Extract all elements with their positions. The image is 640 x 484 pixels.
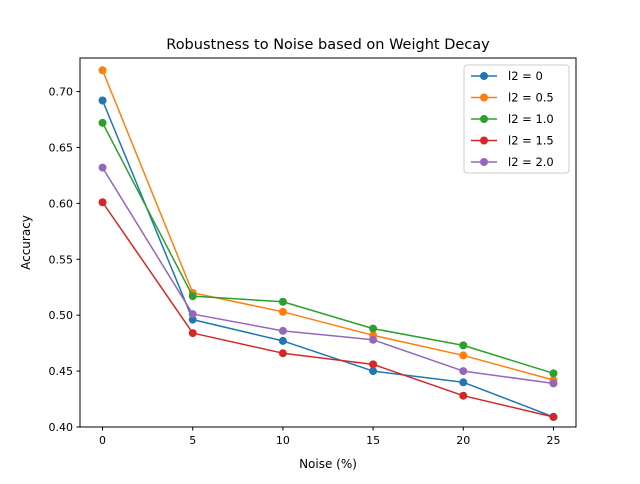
data-point (369, 335, 378, 344)
series-line (101, 201, 555, 418)
legend-swatch-marker (480, 72, 488, 80)
x-tick-label: 20 (456, 434, 470, 447)
y-axis-label: Accuracy (19, 215, 33, 270)
y-axis-ticks: 0.40 0.45 0.50 0.55 0.60 0.65 0.70 (49, 86, 80, 434)
y-tick-label: 0.50 (49, 309, 74, 322)
legend-item: l2 = 1.5 (471, 134, 554, 148)
data-point (369, 367, 378, 376)
data-point (459, 391, 468, 400)
data-point (278, 297, 287, 306)
x-tick-label: 10 (276, 434, 290, 447)
data-point (188, 329, 197, 338)
data-point (459, 341, 468, 350)
legend-label: l2 = 1.0 (508, 112, 554, 126)
chart-title: Robustness to Noise based on Weight Deca… (166, 37, 490, 53)
data-point (278, 349, 287, 358)
data-point (369, 360, 378, 369)
legend-label: l2 = 0 (508, 69, 543, 83)
y-tick-label: 0.45 (49, 365, 74, 378)
y-tick-label: 0.65 (49, 141, 74, 154)
x-axis-label: Noise (%) (299, 457, 357, 471)
data-point (278, 307, 287, 316)
data-point (98, 163, 107, 172)
x-tick-label: 25 (546, 434, 560, 447)
legend-item: l2 = 2.0 (471, 155, 554, 169)
series-line (101, 69, 555, 381)
data-point (278, 326, 287, 335)
legend-label: l2 = 1.5 (508, 134, 554, 148)
legend-label: l2 = 0.5 (508, 91, 554, 105)
data-point (98, 198, 107, 207)
x-tick-label: 15 (366, 434, 380, 447)
series-line (101, 166, 555, 385)
legend-items: l2 = 0 l2 = 0.5 l2 = 1.0 l2 = 1.5 l2 = 2.0 (471, 69, 554, 169)
legend-swatch-marker (480, 93, 488, 102)
x-axis-ticks: 0 5 10 15 20 25 (99, 427, 560, 447)
series-3 (98, 198, 558, 421)
legend-label: l2 = 2.0 (508, 155, 554, 169)
legend-swatch-marker (480, 158, 488, 166)
data-point (98, 96, 107, 105)
x-tick-label: 5 (189, 434, 196, 447)
series-layer (98, 66, 558, 421)
data-point (278, 336, 287, 345)
data-point (369, 324, 378, 333)
legend-swatch-marker (480, 115, 488, 123)
data-point (549, 379, 558, 388)
legend-item: l2 = 0 (471, 69, 543, 83)
series-2 (98, 118, 558, 378)
data-point (98, 118, 107, 127)
legend-swatch-marker (480, 136, 488, 145)
data-point (98, 66, 107, 75)
data-point (549, 412, 558, 421)
data-point (188, 292, 197, 301)
data-point (188, 310, 197, 319)
y-tick-label: 0.55 (49, 253, 74, 266)
data-point (188, 315, 197, 324)
y-tick-label: 0.40 (49, 421, 74, 434)
data-point (459, 378, 468, 387)
series-line (101, 99, 555, 418)
series-line (101, 121, 555, 375)
x-tick-label: 0 (99, 434, 106, 447)
legend-item: l2 = 1.0 (471, 112, 554, 126)
legend-box (463, 64, 570, 174)
data-point (549, 369, 558, 378)
legend-item: l2 = 0.5 (471, 91, 554, 105)
data-point (459, 351, 468, 360)
series-4 (98, 163, 558, 388)
y-tick-label: 0.70 (49, 86, 74, 99)
legend: l2 = 0 l2 = 0.5 l2 = 1.0 l2 = 1.5 l2 = 2.0 (463, 64, 570, 174)
y-tick-label: 0.60 (49, 197, 74, 210)
plot-frame (79, 57, 577, 428)
data-point (459, 367, 468, 376)
